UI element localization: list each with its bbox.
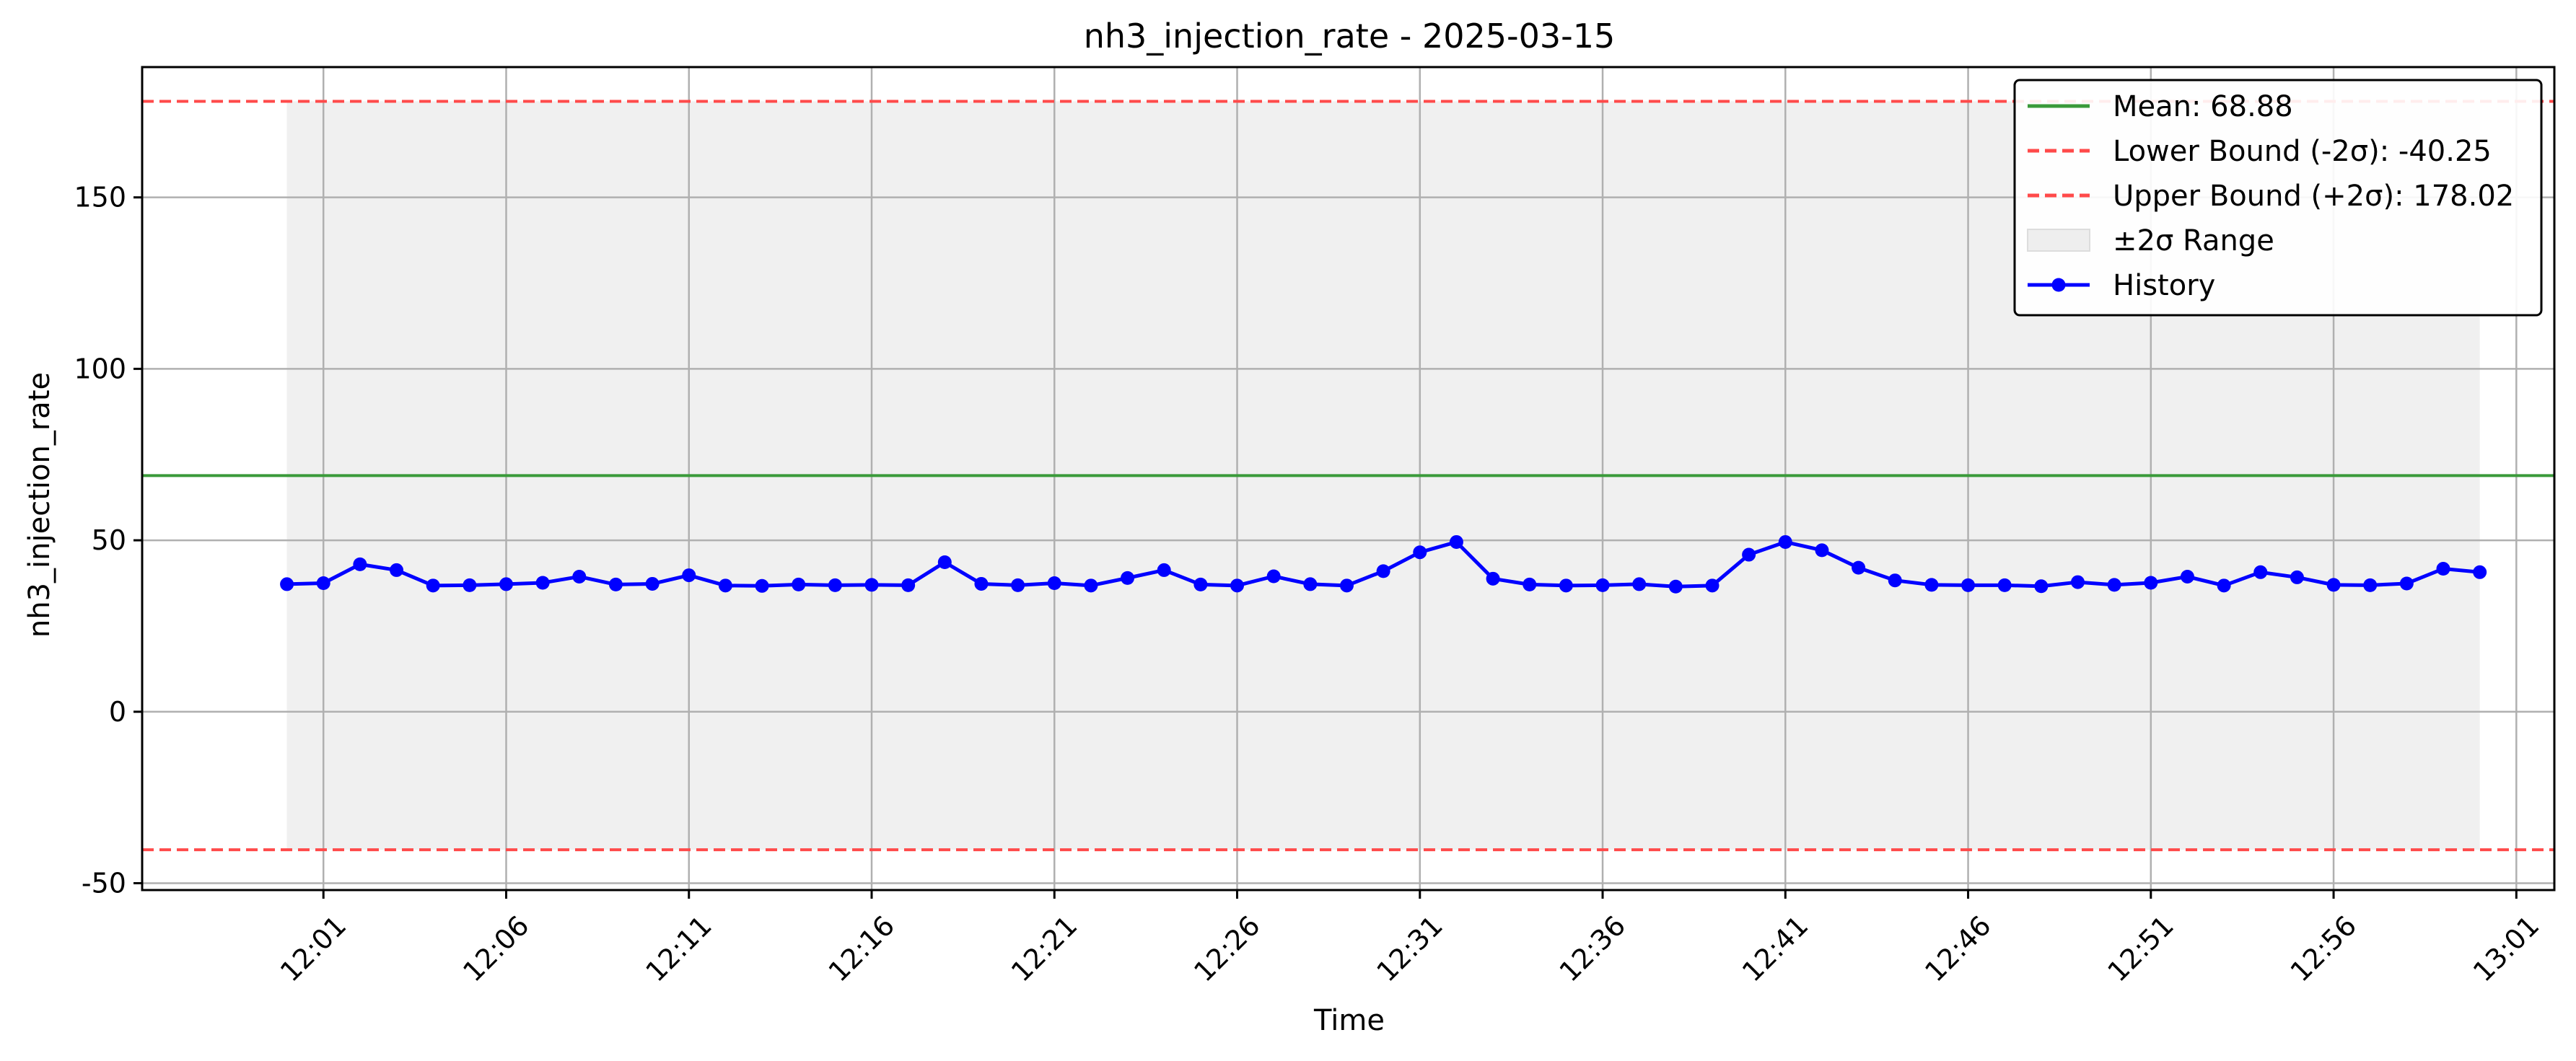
history-data-point [2071, 575, 2085, 589]
history-data-point [864, 578, 879, 592]
history-data-point [1157, 563, 1171, 577]
history-data-point [1961, 578, 1976, 592]
x-tick-label: 12:16 [823, 910, 901, 988]
history-data-point [572, 569, 587, 584]
history-data-point [974, 576, 989, 591]
history-data-point [1230, 578, 1245, 593]
x-tick-label: 12:31 [1370, 910, 1449, 988]
y-tick-label: 50 [92, 524, 126, 556]
x-axis-label: Time [1313, 1004, 1385, 1037]
history-data-point [280, 577, 294, 591]
history-data-point [2034, 579, 2049, 594]
history-data-point [1852, 560, 1866, 575]
x-tick-label: 12:11 [639, 910, 718, 988]
history-data-point [1121, 571, 1135, 585]
x-tick-label: 12:26 [1188, 910, 1266, 988]
legend-label: Mean: 68.88 [2113, 90, 2293, 123]
legend-label: Lower Bound (-2σ): -40.25 [2113, 135, 2492, 168]
history-data-point [645, 576, 660, 591]
history-data-point [1924, 578, 1939, 592]
x-tick-label: 12:36 [1554, 910, 1632, 988]
legend-label: History [2113, 269, 2215, 302]
history-data-point [1595, 578, 1610, 592]
history-data-point [1339, 578, 1354, 593]
legend-swatch [2027, 229, 2090, 252]
history-data-point [1047, 576, 1061, 591]
history-data-point [463, 578, 477, 592]
x-tick-label: 12:46 [1919, 910, 1997, 988]
history-data-point [535, 576, 550, 590]
history-data-point [1193, 577, 1208, 591]
history-data-point [901, 578, 916, 592]
legend-box [2013, 79, 2543, 317]
x-tick-label: 12:56 [2284, 910, 2363, 988]
x-tick-label: 12:51 [2101, 910, 2180, 988]
history-data-point [755, 578, 769, 593]
history-data-point [1632, 577, 1647, 591]
history-data-point [937, 555, 952, 570]
history-data-point [828, 578, 842, 592]
history-data-point [2290, 570, 2304, 584]
x-tick-label: 13:01 [2467, 910, 2546, 988]
history-data-point [2363, 578, 2378, 592]
plot-frame [141, 66, 2556, 891]
x-tick-label: 12:41 [1736, 910, 1815, 988]
history-data-point [2180, 569, 2194, 584]
legend-label: Upper Bound (+2σ): 178.02 [2113, 180, 2514, 213]
x-tick-label: 12:01 [274, 910, 353, 988]
legend-item: History [2028, 269, 2215, 302]
history-data-point [1084, 578, 1098, 593]
history-data-point [2436, 562, 2450, 576]
history-data-point [2107, 578, 2121, 592]
history-data-point [792, 577, 806, 591]
history-data-point [1376, 564, 1390, 578]
legend-item: Lower Bound (-2σ): -40.25 [2028, 135, 2492, 168]
history-data-point [1559, 578, 1573, 593]
y-tick-label: -50 [82, 867, 126, 899]
history-data-point [499, 577, 513, 591]
y-tick-label: 0 [109, 696, 126, 728]
history-data-point [1888, 573, 1902, 588]
chart-title: nh3_injection_rate - 2025-03-15 [1084, 17, 1616, 56]
history-data-point [1815, 543, 1829, 558]
legend-item: ±2σ Range [2027, 224, 2274, 257]
history-data-point [1486, 571, 1500, 586]
history-data-point [2217, 578, 2231, 593]
legend-item: Mean: 68.88 [2028, 90, 2293, 123]
history-data-point [426, 578, 440, 593]
history-data-point [1668, 579, 1683, 594]
history-data-point [1997, 578, 2012, 592]
history-data-point [1705, 578, 1719, 593]
legend-marker [2051, 278, 2066, 292]
history-data-point [2473, 565, 2487, 579]
legend-label: ±2σ Range [2113, 224, 2274, 257]
history-data-point [2399, 576, 2414, 591]
history-data-point [1523, 577, 1537, 591]
legend: Mean: 68.88 Lower Bound (-2σ): -40.25 Uppe… [2013, 79, 2543, 317]
history-data-point [718, 578, 732, 593]
legend-item: Upper Bound (+2σ): 178.02 [2028, 180, 2514, 213]
history-data-point [2253, 565, 2268, 579]
x-tick-label: 12:06 [457, 910, 535, 988]
history-data-point [1303, 577, 1318, 591]
history-data-point [1011, 578, 1025, 592]
history-data-point [2326, 578, 2341, 592]
x-tick-label: 12:21 [1005, 910, 1084, 988]
history-data-point [608, 577, 623, 591]
y-tick-label: 100 [74, 353, 126, 384]
history-data-point [1413, 545, 1427, 560]
history-data-point [390, 563, 404, 577]
history-data-point [1742, 547, 1756, 562]
history-data-point [353, 557, 367, 571]
history-data-point [2144, 576, 2158, 590]
y-tick-label: 150 [74, 182, 126, 213]
history-data-point [316, 576, 330, 591]
history-data-point [682, 568, 696, 583]
history-data-point [1449, 534, 1463, 549]
history-data-point [1266, 569, 1281, 584]
y-axis-label: nh3_injection_rate [23, 372, 56, 638]
history-data-point [1778, 534, 1792, 549]
